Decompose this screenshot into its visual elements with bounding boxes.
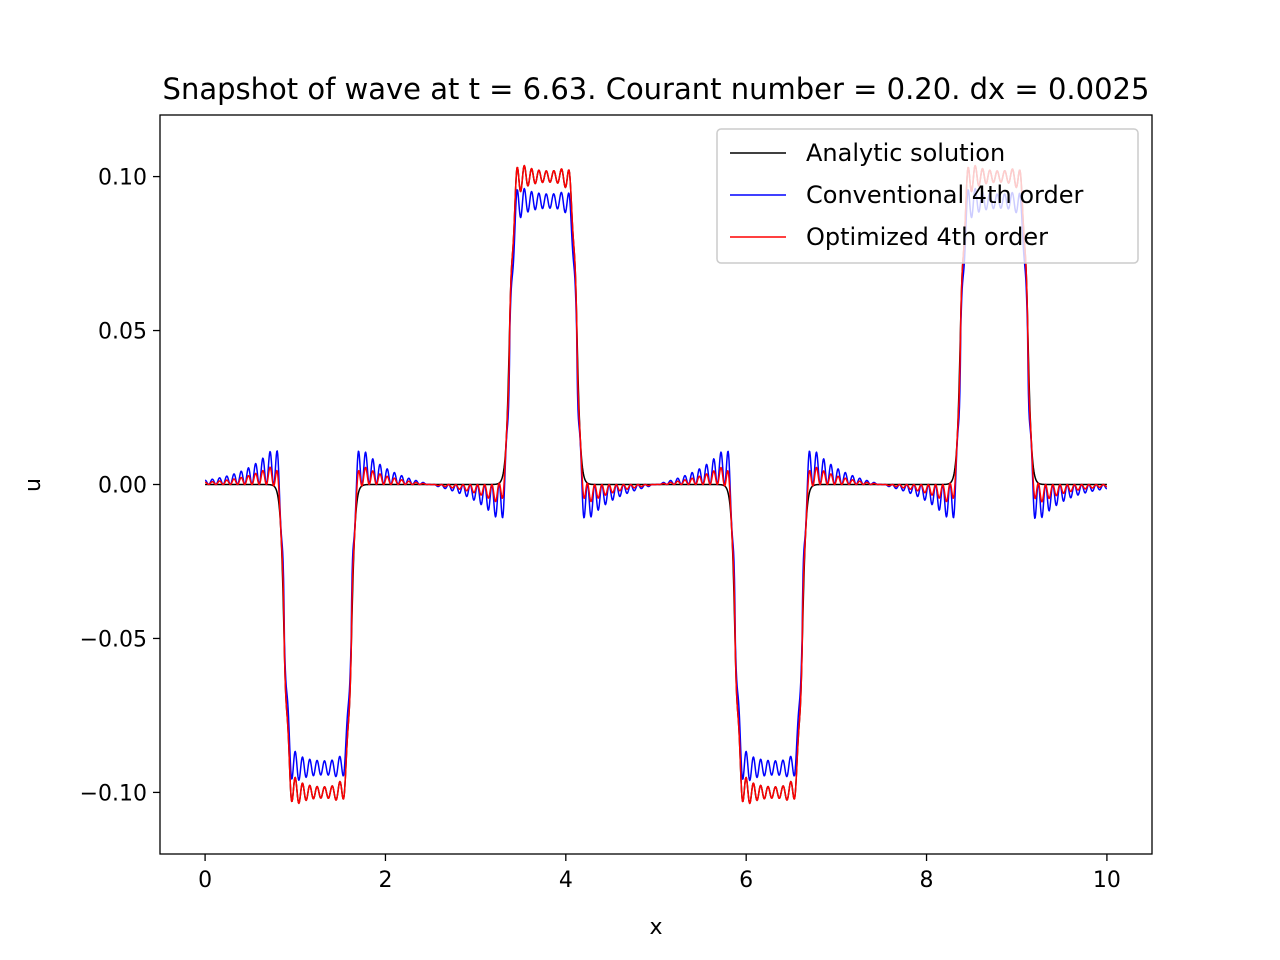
y-tick-label: 0.00 (98, 474, 147, 499)
y-tick-label: 0.10 (98, 166, 147, 191)
legend-label-analytic: Analytic solution (806, 139, 1005, 167)
x-axis-ticks: 0 2 4 6 8 10 (198, 854, 1121, 893)
y-tick-label: −0.05 (80, 627, 147, 652)
plot-area (204, 164, 1108, 805)
legend-label-conventional: Conventional 4th order (806, 181, 1083, 209)
legend: Analytic solution Conventional 4th order… (716, 128, 1139, 264)
x-tick-label: 0 (198, 868, 212, 893)
series-layer (204, 164, 1108, 805)
x-tick-label: 10 (1093, 868, 1121, 893)
x-tick-label: 6 (739, 868, 753, 893)
x-tick-label: 8 (920, 868, 934, 893)
y-tick-label: 0.05 (98, 320, 147, 345)
x-tick-label: 2 (378, 868, 392, 893)
chart-title: Snapshot of wave at t = 6.63. Courant nu… (163, 72, 1150, 106)
y-axis-label: u (21, 478, 46, 492)
legend-box (716, 128, 1139, 264)
x-tick-label: 4 (559, 868, 573, 893)
y-axis-ticks: 0.10 0.05 0.00 −0.05 −0.10 (80, 166, 160, 806)
x-axis-label: x (649, 915, 662, 940)
legend-label-optimized: Optimized 4th order (806, 223, 1048, 251)
y-tick-label: −0.10 (80, 781, 147, 806)
series-line-optimized (204, 164, 1108, 805)
